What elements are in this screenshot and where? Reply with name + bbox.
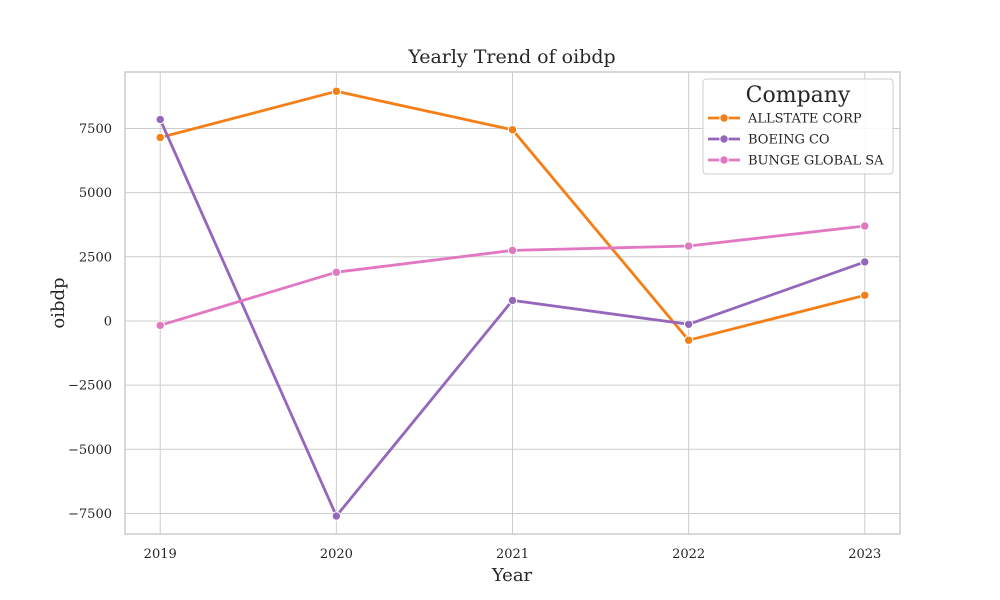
y-tick-label: 5000 (79, 186, 112, 201)
legend: Company ALLSTATE CORP BOEING CO BUNGE GLOB… (702, 78, 894, 175)
data-point (155, 114, 165, 125)
legend-swatch-marker (719, 113, 729, 123)
data-point (860, 221, 870, 231)
data-point (860, 257, 870, 267)
x-tick-label: 2021 (496, 547, 529, 562)
legend-frame (702, 78, 894, 175)
series-bunge-global-sa (155, 221, 870, 331)
y-tick-label: −2500 (68, 379, 112, 394)
y-tick-label: 7500 (79, 122, 112, 137)
legend-swatch-marker (719, 155, 729, 165)
data-point (683, 319, 694, 330)
legend-label: BUNGE GLOBAL SA (748, 154, 884, 169)
data-point (331, 511, 342, 521)
x-tick-label: 2020 (320, 547, 353, 562)
x-tick-label: 2019 (144, 547, 177, 562)
series-boeing-co (155, 114, 870, 521)
y-tick-label: 2500 (79, 250, 112, 265)
data-point (155, 132, 165, 143)
data-point (860, 290, 870, 300)
y-tick-label: −5000 (68, 443, 112, 458)
data-point (507, 245, 518, 256)
series-lines (155, 86, 870, 521)
x-tick-labels: 2019 2020 2021 2022 2023 (144, 547, 882, 562)
legend-label: BOEING CO (748, 133, 830, 148)
legend-items: ALLSTATE CORP BOEING CO BUNGE GLOBAL SA (708, 112, 884, 169)
data-point (155, 320, 165, 331)
data-point (507, 125, 518, 135)
data-point (331, 267, 342, 277)
data-point (507, 295, 518, 306)
y-axis-title: oibdp (48, 277, 69, 328)
legend-label: ALLSTATE CORP (747, 112, 862, 127)
chart-title: Yearly Trend of oibdp (407, 46, 615, 68)
y-tick-labels: −7500 −5000 −2500 0 2500 5000 7500 (68, 122, 112, 522)
legend-item: BOEING CO (708, 133, 830, 148)
x-axis-title: Year (491, 565, 533, 586)
legend-title: Company (746, 83, 851, 108)
data-point (683, 241, 694, 251)
legend-item: BUNGE GLOBAL SA (708, 154, 884, 169)
y-tick-label: −7500 (68, 507, 112, 522)
legend-swatch-marker (719, 134, 729, 144)
series-allstate-corp (155, 86, 870, 345)
data-point (331, 86, 342, 96)
legend-item: ALLSTATE CORP (708, 112, 862, 127)
data-point (683, 335, 694, 345)
y-tick-label: 0 (104, 314, 112, 329)
plot-area-frame (124, 71, 901, 535)
x-tick-label: 2022 (672, 547, 705, 562)
x-tick-label: 2023 (848, 547, 881, 562)
